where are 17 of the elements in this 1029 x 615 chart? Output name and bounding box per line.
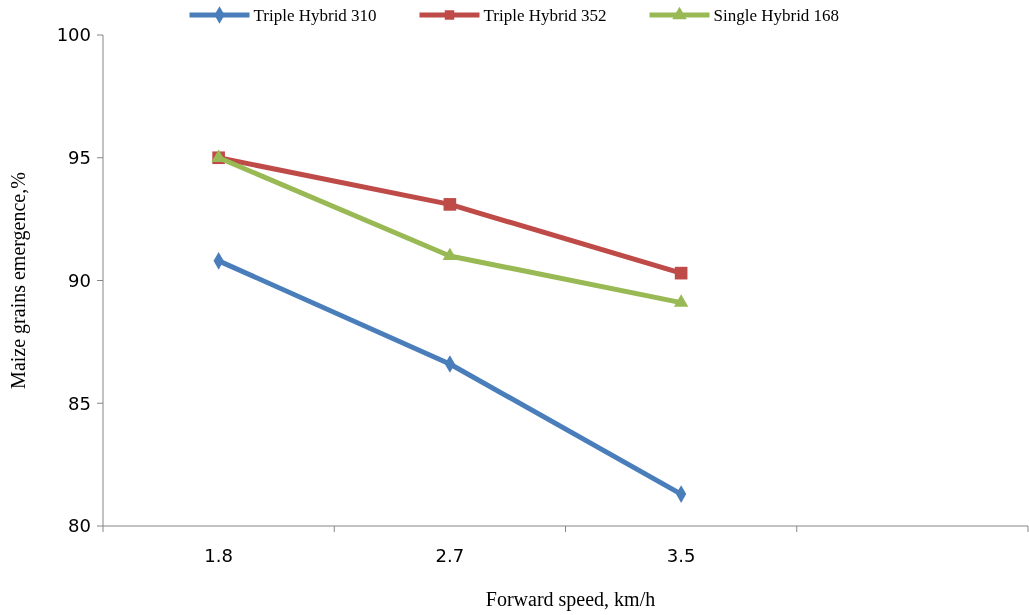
y-tick-label: 100 bbox=[56, 24, 91, 46]
point bbox=[443, 198, 457, 211]
y-axis-title: Maize grains emergence,% bbox=[7, 172, 30, 389]
legend-label: Triple Hybrid 310 bbox=[253, 5, 377, 25]
legend-label: Single Hybrid 168 bbox=[713, 5, 840, 25]
point bbox=[673, 294, 689, 307]
y-tick-label: 95 bbox=[68, 147, 91, 169]
x-tick-label: 3.5 bbox=[666, 545, 696, 566]
x-tick-label: 2.7 bbox=[435, 545, 465, 566]
x-tick-label: 1.8 bbox=[204, 545, 233, 566]
y-tick-label: 90 bbox=[68, 269, 91, 291]
point bbox=[442, 247, 458, 261]
legend-label: Triple Hybrid 352 bbox=[483, 5, 607, 25]
y-tick-label: 85 bbox=[68, 392, 91, 414]
point bbox=[674, 266, 688, 280]
y-tick-label: 80 bbox=[68, 515, 91, 537]
x-axis-title: Forward speed, km/h bbox=[485, 588, 656, 611]
